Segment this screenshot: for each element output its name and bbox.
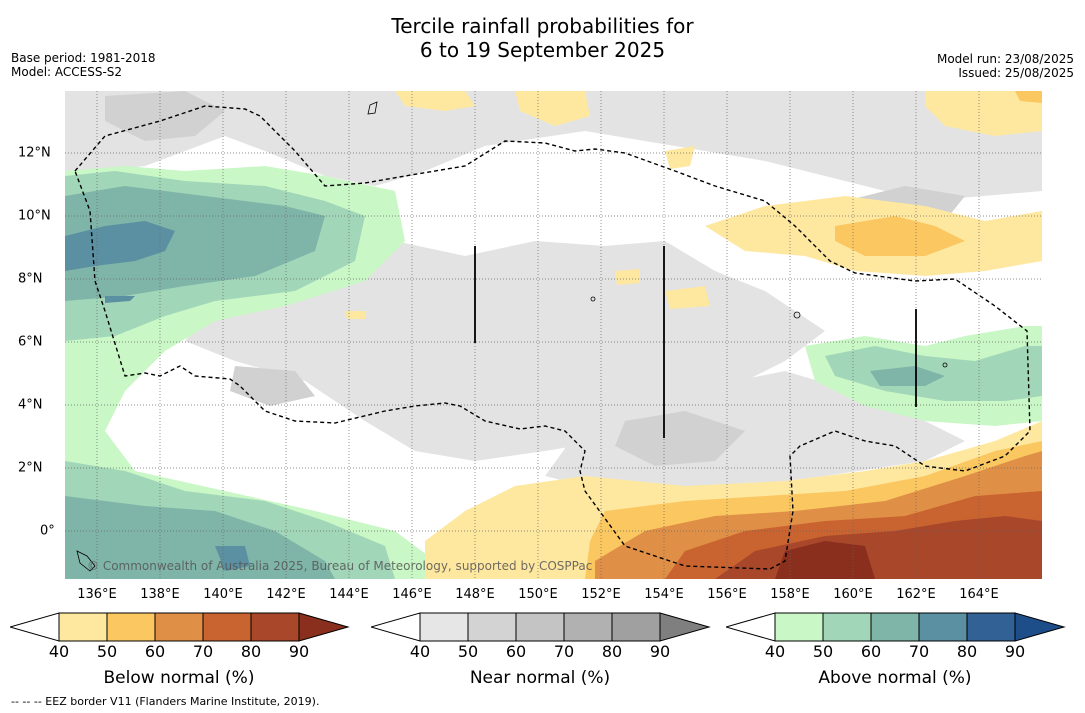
above-cbar-bin-60-70 [870,612,920,642]
near-cbar-under-arrow [371,612,421,642]
below-tick-50: 50 [96,642,118,661]
gridlines [65,91,1042,579]
above-tick-50: 50 [812,642,834,661]
lat-label-2n: 2°N [18,460,43,476]
below-cbar-over-arrow [298,612,350,642]
above-normal-east-60 [870,366,945,386]
above-cbar-bin-70-80 [918,612,968,642]
lon-label-144e: 144°E [329,587,369,602]
solid-boundary-lines [474,246,917,438]
near-tick-70: 70 [553,642,575,661]
above-normal-west-60 [65,186,335,579]
below-tick-80: 80 [240,642,262,661]
above-cbar-bin-80-90 [966,612,1016,642]
below-tick-60: 60 [144,642,166,661]
below-tick-90: 90 [288,642,310,661]
above-tick-70: 70 [908,642,930,661]
lon-label-150e: 150°E [518,587,558,602]
below-cbar-bin-60-70 [154,612,204,642]
near-cbar-bin-70-80 [563,612,613,642]
eez-footnote: -- -- -- EEZ border V11 (Flanders Marine… [11,695,320,708]
title-line-1: Tercile rainfall probabilities for [391,14,694,38]
near-cbar-bin-40-50 [419,612,469,642]
lon-label-136e: 136°E [77,587,117,602]
below-normal-label: Below normal (%) [103,668,255,688]
lon-label-158e: 158°E [770,587,810,602]
above-tick-60: 60 [860,642,882,661]
lon-label-140e: 140°E [203,587,243,602]
lon-label-156e: 156°E [707,587,747,602]
near-tick-50: 50 [457,642,479,661]
near-normal-50-patch-2 [615,411,745,466]
lat-label-12n: 12°N [18,145,51,161]
base-period: Base period: 1981-2018 [11,51,156,65]
above-normal-label: Above normal (%) [818,668,972,688]
colorbar-near-normal [371,612,711,642]
colorbar-below-normal [10,612,350,642]
below-normal-top-right-40 [925,91,1042,136]
near-cbar-bin-80-90 [611,612,661,642]
above-cbar-over-arrow [1014,612,1066,642]
model-name: Model: ACCESS-S2 [11,65,123,79]
lon-label-154e: 154°E [644,587,684,602]
below-cbar-bin-80-90 [250,612,300,642]
lon-label-142e: 142°E [266,587,306,602]
meta-left: Base period: 1981-2018 Model: ACCESS-S2 [11,51,156,79]
lat-label-4n: 4°N [18,397,43,413]
above-cbar-bin-40-50 [774,612,824,642]
title-line-2: 6 to 19 September 2025 [419,38,666,62]
colorbar-above-normal [726,612,1066,642]
near-tick-60: 60 [505,642,527,661]
map-title: Tercile rainfall probabilities for 6 to … [0,14,1085,62]
near-normal-label: Near normal (%) [469,668,611,688]
near-cbar-over-arrow [659,612,711,642]
below-cbar-bin-70-80 [202,612,252,642]
lat-label-8n: 8°N [18,271,43,287]
below-normal-top-40 [345,91,710,319]
above-cbar-bin-50-60 [822,612,872,642]
near-cbar-bin-50-60 [467,612,517,642]
lon-label-148e: 148°E [455,587,495,602]
lon-label-152e: 152°E [581,587,621,602]
near-normal-50-patch-4 [230,366,315,406]
lon-label-146e: 146°E [392,587,432,602]
below-cbar-under-arrow [10,612,60,642]
near-tick-80: 80 [601,642,623,661]
island-outlines [76,101,948,572]
lat-label-6n: 6°N [18,334,43,350]
lon-label-160e: 160°E [833,587,873,602]
above-tick-90: 90 [1004,642,1026,661]
probability-map: © Commonwealth of Australia 2025, Bureau… [65,91,1042,579]
below-normal-south-90 [775,541,875,579]
issued-date: Issued: 25/08/2025 [958,66,1074,80]
below-tick-70: 70 [192,642,214,661]
below-normal-northeast-50 [835,216,965,256]
model-run: Model run: 23/08/2025 [936,52,1074,66]
copyright-text: © Commonwealth of Australia 2025, Bureau… [87,559,592,573]
above-normal-west-70 [65,221,250,571]
near-cbar-bin-60-70 [515,612,565,642]
meta-right: Model run: 23/08/2025 Issued: 25/08/2025 [937,52,1074,80]
eez-border [74,105,1031,570]
near-normal-region-north [65,91,1042,201]
below-tick-40: 40 [48,642,70,661]
above-tick-40: 40 [764,642,786,661]
near-tick-90: 90 [649,642,671,661]
above-cbar-under-arrow [726,612,776,642]
below-cbar-bin-40-50 [58,612,108,642]
above-tick-80: 80 [956,642,978,661]
lon-label-138e: 138°E [140,587,180,602]
lat-label-0: 0° [40,523,55,539]
near-tick-40: 40 [409,642,431,661]
below-normal-top-right-50 [1015,91,1042,103]
lon-label-162e: 162°E [896,587,936,602]
lat-label-10n: 10°N [18,208,51,224]
lon-label-164e: 164°E [959,587,999,602]
below-cbar-bin-50-60 [106,612,156,642]
